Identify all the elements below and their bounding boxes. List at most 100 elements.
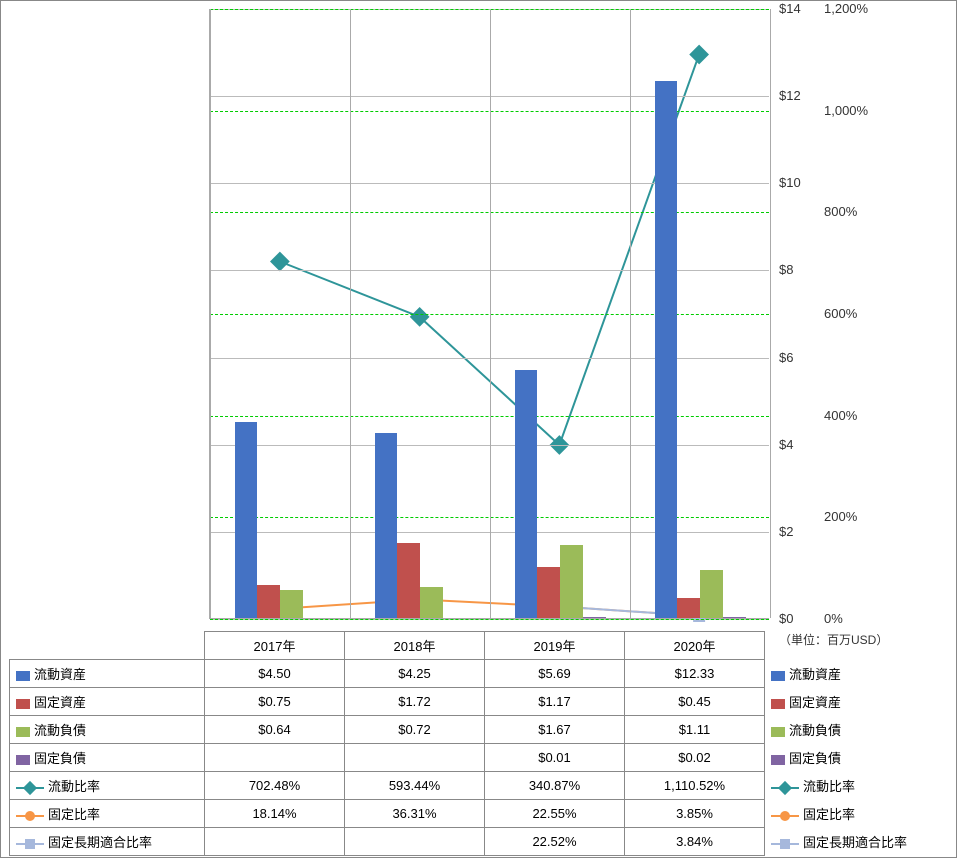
table-row: 固定比率18.14%36.31%22.55%3.85%固定比率 <box>10 800 916 828</box>
secondary-y-tick-label: 600% <box>824 306 884 321</box>
legend-swatch <box>771 782 799 794</box>
table-cell: 3.85% <box>625 800 765 828</box>
table-cell: 702.48% <box>205 772 345 800</box>
bar-fixed_assets <box>537 567 560 618</box>
bar-current_liabilities <box>700 570 723 618</box>
bar-fixed_assets <box>257 585 280 618</box>
legend-swatch <box>16 810 44 822</box>
series-label-cell: 固定長期適合比率 <box>10 828 205 856</box>
table-cell: $4.25 <box>345 660 485 688</box>
series-label: 固定負債 <box>789 751 841 766</box>
primary-y-tick-label: $2 <box>779 524 819 539</box>
series-label-cell: 固定比率 <box>10 800 205 828</box>
table-row: 固定長期適合比率22.52%3.84%固定長期適合比率 <box>10 828 916 856</box>
table-cell <box>345 828 485 856</box>
secondary-y-tick-label: 400% <box>824 408 884 423</box>
primary-y-tick-label: $0 <box>779 611 819 626</box>
table-cell <box>205 828 345 856</box>
series-label-cell: 流動負債 <box>10 716 205 744</box>
table-header-cell: 2017年 <box>205 632 345 660</box>
series-label-cell: 固定負債 <box>10 744 205 772</box>
legend-swatch <box>771 838 799 850</box>
table-cell: 1,110.52% <box>625 772 765 800</box>
series-label: 固定比率 <box>803 807 855 822</box>
secondary-y-tick-label: 200% <box>824 509 884 524</box>
primary-y-tick-label: $6 <box>779 350 819 365</box>
legend-swatch <box>16 671 30 681</box>
table-row: 流動資産 $4.50$4.25$5.69$12.33 流動資産 <box>10 660 916 688</box>
bar-current_assets <box>655 81 678 618</box>
table-cell: $1.67 <box>485 716 625 744</box>
table-cell: $4.50 <box>205 660 345 688</box>
series-label: 固定負債 <box>34 751 86 766</box>
table-cell: $0.75 <box>205 688 345 716</box>
table-cell: $0.02 <box>625 744 765 772</box>
series-label-cell: 流動資産 <box>10 660 205 688</box>
table-cell: $0.64 <box>205 716 345 744</box>
table-cell: $1.17 <box>485 688 625 716</box>
series-label: 流動負債 <box>789 723 841 738</box>
series-label-cell: 流動比率 <box>10 772 205 800</box>
table-cell: $1.72 <box>345 688 485 716</box>
series-label: 固定長期適合比率 <box>803 835 907 850</box>
table-cell <box>345 744 485 772</box>
legend-right-cell: 流動資産 <box>765 660 916 688</box>
legend-right-cell: 流動負債 <box>765 716 916 744</box>
table-cell: $0.45 <box>625 688 765 716</box>
legend-swatch <box>771 671 785 681</box>
plot-area <box>209 9 769 619</box>
table-row: 流動比率702.48%593.44%340.87%1,110.52%流動比率 <box>10 772 916 800</box>
primary-y-tick-label: $10 <box>779 175 819 190</box>
secondary-y-tick-label: 1,000% <box>824 103 884 118</box>
bar-current_liabilities <box>560 545 583 618</box>
table-cell: $5.69 <box>485 660 625 688</box>
table-header-cell: 2019年 <box>485 632 625 660</box>
series-label: 固定資産 <box>789 695 841 710</box>
table-cell: 340.87% <box>485 772 625 800</box>
series-label: 固定比率 <box>48 807 100 822</box>
bar-fixed_assets <box>397 543 420 618</box>
series-label: 流動資産 <box>34 667 86 682</box>
marker-current_ratio <box>270 252 290 272</box>
legend-right-cell: 固定資産 <box>765 688 916 716</box>
table-cell: 36.31% <box>345 800 485 828</box>
legend-swatch <box>16 782 44 794</box>
table-cell: $12.33 <box>625 660 765 688</box>
series-label: 流動資産 <box>789 667 841 682</box>
bar-fixed_assets <box>677 598 700 618</box>
secondary-y-tick-label: 0% <box>824 611 884 626</box>
series-label: 流動比率 <box>803 779 855 794</box>
table-row: 流動負債$0.64$0.72$1.67$1.11流動負債 <box>10 716 916 744</box>
legend-swatch <box>16 755 30 765</box>
table-cell: $0.01 <box>485 744 625 772</box>
legend-swatch <box>771 727 785 737</box>
table-cell: $0.72 <box>345 716 485 744</box>
table-cell: 593.44% <box>345 772 485 800</box>
secondary-y-tick-label: 800% <box>824 204 884 219</box>
legend-right-cell: 流動比率 <box>765 772 916 800</box>
primary-y-tick-label: $12 <box>779 88 819 103</box>
marker-current_ratio <box>689 45 709 65</box>
primary-y-tick-label: $14 <box>779 1 819 16</box>
legend-swatch <box>16 838 44 850</box>
chart-container: $0$2$4$6$8$10$12$14 0%200%400%600%800%1,… <box>0 0 957 858</box>
series-label: 固定長期適合比率 <box>48 835 152 850</box>
legend-right-cell: 固定比率 <box>765 800 916 828</box>
legend-swatch <box>771 810 799 822</box>
legend-right-cell: 固定負債 <box>765 744 916 772</box>
series-label-cell: 固定資産 <box>10 688 205 716</box>
table-header-cell: 2020年 <box>625 632 765 660</box>
table-cell: $1.11 <box>625 716 765 744</box>
legend-swatch <box>16 699 30 709</box>
table-cell: 22.52% <box>485 828 625 856</box>
series-label: 固定資産 <box>34 695 86 710</box>
table-row: 固定負債 $0.01$0.02 固定負債 <box>10 744 916 772</box>
bar-current_liabilities <box>420 587 443 618</box>
bar-current_assets <box>515 370 538 618</box>
bar-fixed_liabilities <box>723 617 746 618</box>
bar-fixed_liabilities <box>583 617 606 618</box>
chart-area: $0$2$4$6$8$10$12$14 0%200%400%600%800%1,… <box>9 9 948 629</box>
legend-swatch <box>771 699 785 709</box>
table-cell: 18.14% <box>205 800 345 828</box>
bar-current_assets <box>235 422 258 618</box>
